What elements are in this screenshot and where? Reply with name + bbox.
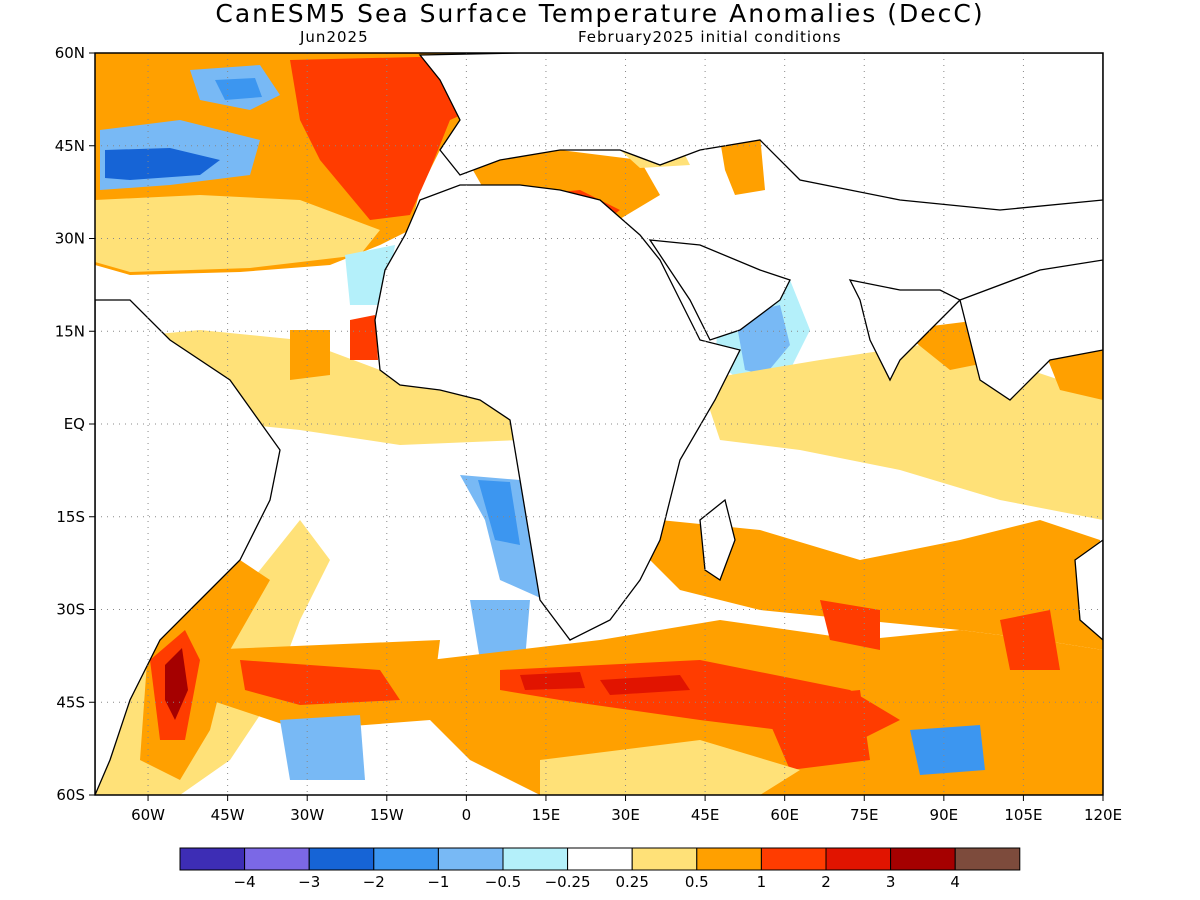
lon-tick-label: 90E	[930, 806, 959, 824]
colorbar-swatch-9	[760, 847, 827, 871]
colorbar-label: 2	[821, 873, 831, 891]
lon-tick-label: 120E	[1084, 806, 1122, 824]
latitude-labels: 60N 45N 30N 15N EQ 15S 30S 45S 60S	[55, 44, 95, 804]
lon-tick-label: 60E	[770, 806, 799, 824]
colorbar-swatch-4	[437, 847, 504, 871]
grid-lines	[95, 53, 1103, 795]
colorbar-label: −2	[363, 873, 385, 891]
europe-outline	[418, 53, 1103, 211]
colorbar-swatch-0	[179, 847, 246, 871]
africa-outline	[374, 184, 741, 641]
lat-tick-label: 30N	[55, 230, 85, 248]
colorbar-swatch-7	[631, 847, 698, 871]
lat-tick-label: 15S	[56, 508, 85, 526]
lat-tick-label: EQ	[64, 415, 85, 433]
colorbar-swatch-1	[244, 847, 310, 871]
colorbar-label: 0.5	[685, 873, 709, 891]
lon-tick-label: 30W	[290, 806, 324, 824]
australia-outline	[1074, 539, 1103, 641]
colorbar-label: 0.25	[615, 873, 648, 891]
colorbar-label: 3	[886, 873, 896, 891]
colorbar-swatch-12	[954, 847, 1021, 871]
madagascar-outline	[699, 498, 736, 581]
lon-tick-label: 0	[462, 806, 472, 824]
colorbar-label: 1	[757, 873, 767, 891]
colorbar: −4 −3 −2 −1 −0.5 −0.25 0.25 0.5 1 2 3 4	[179, 847, 1021, 891]
lon-tick-label: 60W	[131, 806, 165, 824]
southeast-asia-outline	[959, 259, 1103, 401]
initial-conditions: February2025 initial conditions	[578, 28, 842, 46]
lat-tick-label: 45S	[56, 693, 85, 711]
lat-tick-label: 30S	[56, 601, 85, 619]
colorbar-label: −1	[427, 873, 449, 891]
longitude-labels: 60W 45W 30W 15W 0 15E 30E 45E 60E 75E 90E 105E 120E	[131, 795, 1122, 824]
colorbar-swatch-11	[890, 847, 956, 871]
colorbar-swatch-10	[825, 847, 892, 871]
south-indian-ocean-region	[430, 520, 1103, 795]
colorbar-label: −0.25	[545, 873, 591, 891]
lon-tick-label: 15W	[370, 806, 404, 824]
lat-tick-label: 45N	[55, 137, 85, 155]
colorbar-swatch-3	[373, 847, 439, 871]
colorbar-label: −4	[234, 873, 256, 891]
colorbar-swatch-2	[308, 847, 375, 871]
lon-tick-label: 75E	[850, 806, 879, 824]
lon-tick-label: 45W	[211, 806, 245, 824]
map-title: CanESM5 Sea Surface Temperature Anomalie…	[215, 0, 985, 28]
colorbar-swatch-8	[696, 847, 762, 871]
lon-tick-label: 30E	[611, 806, 640, 824]
colorbar-label: −0.5	[485, 873, 521, 891]
colorbar-swatch-5	[502, 847, 569, 871]
forecast-month: Jun2025	[300, 28, 369, 46]
lat-tick-label: 15N	[55, 322, 85, 340]
lat-tick-label: 60N	[55, 44, 85, 62]
colorbar-label: 4	[950, 873, 960, 891]
arabia-outline	[648, 239, 791, 341]
colorbar-label: −3	[298, 873, 320, 891]
lon-tick-label: 15E	[532, 806, 561, 824]
colorbar-swatch-6	[567, 847, 633, 871]
lon-tick-label: 45E	[691, 806, 720, 824]
lon-tick-label: 105E	[1004, 806, 1042, 824]
india-outline	[848, 279, 962, 382]
lat-tick-label: 60S	[56, 786, 85, 804]
